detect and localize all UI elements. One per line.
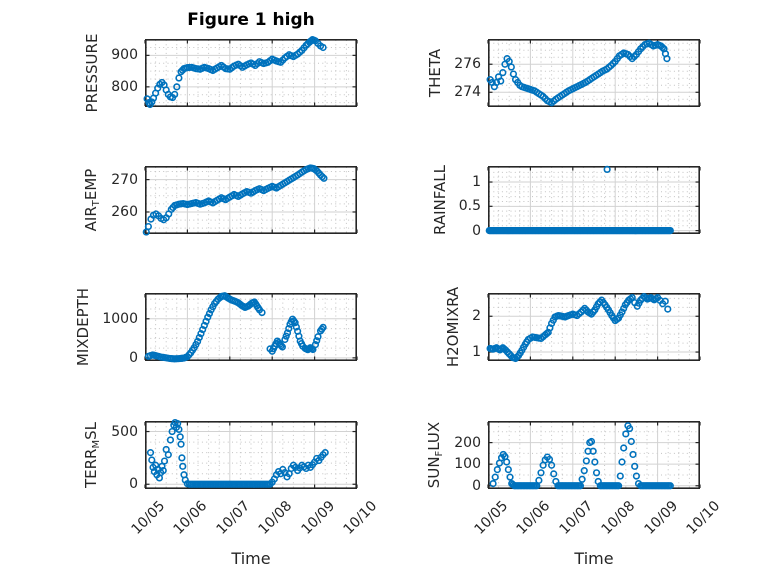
plot-border — [145, 421, 357, 490]
y-axis-label-text: SL — [82, 421, 100, 440]
y-axis-label-subscript: F — [434, 450, 445, 457]
subplot-h2omixra: 1 2 H2OMIXRA — [444, 287, 701, 367]
plot-border — [488, 293, 700, 362]
scatter-series — [486, 39, 671, 107]
plot-canvas-AIR_TEMP — [142, 164, 358, 236]
y-axis-label-MIXDEPTH: MIXDEPTH — [74, 288, 92, 366]
y-tick-label: 270 — [111, 171, 138, 188]
scatter-series — [485, 165, 674, 235]
y-tick-label: 274 — [454, 84, 481, 101]
y-tick-label: 900 — [111, 47, 138, 64]
y-axis-label-H2OMIXRA: H2OMIXRA — [444, 287, 462, 367]
subplot-mixdepth: 0 1000 MIXDEPTH — [74, 288, 358, 366]
minor-grid — [489, 422, 699, 488]
major-grid — [146, 40, 356, 106]
subplot-sun-flux: 0 100 200 SUNFLUX 10/05 10/06 10/07 10/08 10/09 1… — [425, 421, 723, 538]
y-axis-label-text: SUN — [425, 456, 443, 489]
y-tick-label: 276 — [454, 56, 481, 73]
plot-border — [145, 166, 357, 235]
y-tick-label: 0 — [129, 476, 138, 493]
plot-canvas-RAINFALL — [485, 165, 701, 235]
scatter-series — [489, 422, 674, 490]
y-tick-label: 100 — [454, 456, 481, 473]
y-tick-label: 0 — [129, 349, 138, 366]
tick-marks — [144, 422, 358, 488]
y-axis-label-text: TERR — [82, 448, 100, 489]
scatter-series — [143, 36, 327, 109]
plot-canvas-SUN_FLUX — [487, 421, 701, 490]
scatter-series — [486, 292, 672, 363]
y-axis-label-TERR_MSL: TERRMSL — [82, 422, 102, 488]
y-axis-label-subscript: M — [91, 439, 102, 449]
subplot-air-temp: 260 270 AIRTEMP — [82, 164, 358, 236]
y-axis-label-text: RAINFALL — [431, 165, 449, 235]
scatter-series — [142, 164, 328, 236]
plot-canvas-MIXDEPTH — [144, 292, 358, 363]
x-axis-label-right: Time — [574, 549, 614, 568]
plot-border — [488, 39, 700, 108]
y-tick-label: 0.5 — [458, 198, 481, 215]
y-axis-label-AIR_TEMP: AIRTEMP — [82, 169, 102, 232]
plot-border — [488, 421, 700, 490]
y-axis-label-THETA: THETA — [426, 49, 444, 97]
plot-border — [145, 293, 357, 362]
y-axis-label-text: H2OMIXRA — [444, 286, 462, 368]
scatter-series — [146, 418, 329, 488]
y-axis-label-RAINFALL: RAINFALL — [431, 165, 449, 235]
y-tick-label: 800 — [111, 78, 138, 95]
x-axis-label-left: Time — [231, 549, 271, 568]
plot-canvas-TERR_MSL — [144, 418, 358, 490]
y-axis-label-text: THETA — [426, 48, 444, 98]
y-tick-label: 0 — [472, 222, 481, 239]
y-tick-label: 260 — [111, 203, 138, 220]
y-axis-label-text: AIR — [82, 206, 100, 232]
y-axis-label-PRESSURE: PRESSURE — [83, 34, 101, 113]
y-axis-label-text: EMP — [82, 168, 100, 201]
y-tick-label: 1000 — [102, 310, 138, 327]
y-axis-label-SUN_FLUX: SUNFLUX — [425, 422, 445, 488]
plot-border — [145, 39, 357, 108]
y-axis-label-text: PRESSURE — [83, 33, 101, 113]
subplot-rainfall: 0 0.5 1 RAINFALL — [431, 165, 701, 239]
plot-canvas-PRESSURE — [143, 36, 358, 109]
major-grid — [489, 40, 699, 106]
y-axis-label-text: LUX — [425, 421, 443, 451]
y-tick-label: 1 — [472, 344, 481, 361]
y-axis-label-text: MIXDEPTH — [74, 287, 92, 367]
scatter-series — [144, 292, 327, 363]
y-axis-label-subscript: T — [91, 200, 102, 207]
subplot-pressure: 800 900 PRESSURE — [83, 34, 358, 112]
y-tick-label: 500 — [111, 423, 138, 440]
plot-canvas-H2OMIXRA — [486, 292, 701, 363]
y-tick-label: 200 — [454, 434, 481, 451]
plot-canvas-THETA — [486, 39, 701, 108]
figure-title: Figure 1 high — [187, 10, 315, 30]
y-tick-label: 2 — [472, 308, 481, 325]
subplot-terr-msl: 0 500 TERRMSL 10/05 10/06 10/07 10/08 10/09 10/1… — [82, 418, 380, 538]
y-tick-label: 0 — [472, 477, 481, 494]
minor-grid — [146, 294, 356, 360]
subplot-theta: 274 276 THETA — [426, 39, 701, 108]
minor-grid — [489, 167, 699, 233]
y-tick-label: 1 — [472, 174, 481, 191]
